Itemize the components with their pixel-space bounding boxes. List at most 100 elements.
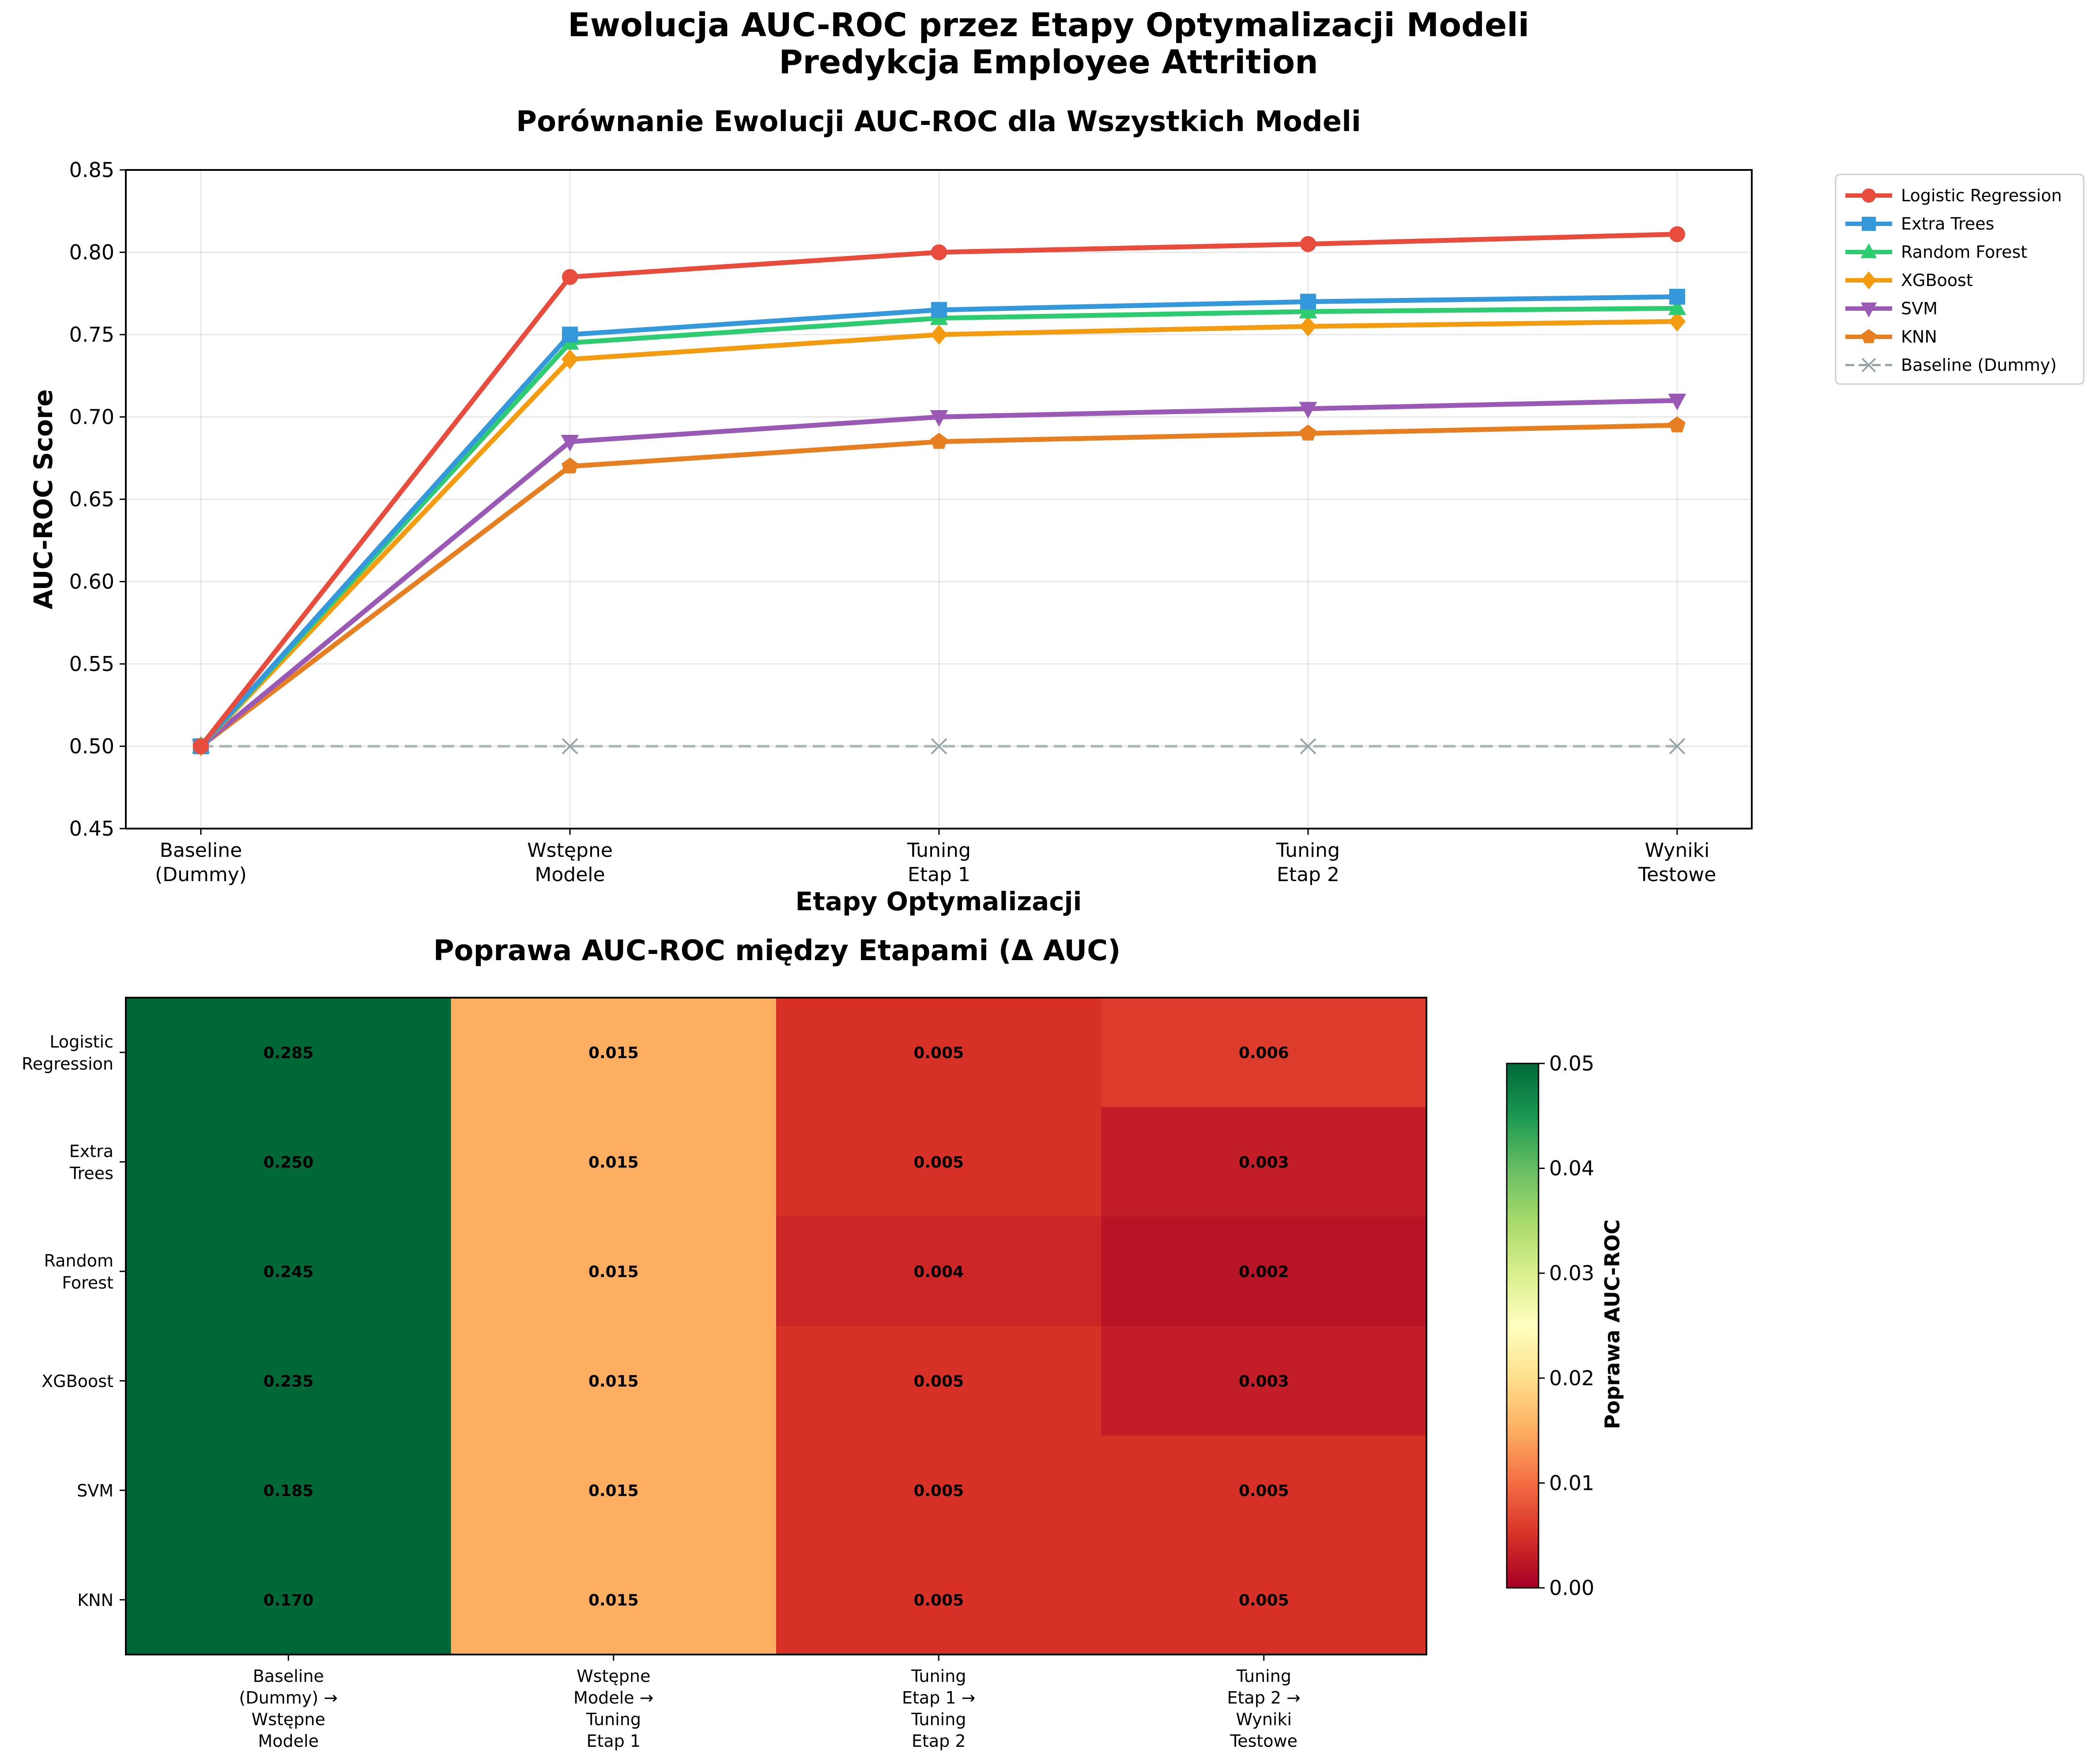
heatmap-cell: [776, 1217, 1102, 1327]
y-tick-label: 0.45: [69, 817, 114, 841]
heatmap-column-label: Etap 2 →: [1227, 1688, 1301, 1707]
data-point: [193, 738, 209, 754]
heatmap-cell: [1101, 1217, 1427, 1327]
heatmap-cell-value: 0.005: [1239, 1591, 1289, 1609]
heatmap-row-label: Logistic: [49, 1032, 113, 1052]
heatmap-row-label: Trees: [69, 1164, 113, 1183]
data-point: [562, 269, 578, 285]
heatmap-column-label: Tuning: [1236, 1666, 1291, 1686]
data-point: [1668, 298, 1686, 315]
heatmap-row-label: Forest: [62, 1273, 113, 1293]
heatmap-row-label: Regression: [22, 1054, 113, 1074]
data-point: [931, 302, 947, 318]
x-tick-label: Etap 2: [1277, 863, 1339, 886]
heatmap-cell-value: 0.185: [263, 1482, 313, 1500]
heatmap-cell: [1101, 998, 1427, 1108]
legend-marker: [1861, 358, 1876, 373]
heatmap-cell-value: 0.235: [263, 1372, 313, 1391]
heatmap-column-label: Modele: [258, 1731, 319, 1751]
heatmap-cell: [451, 1436, 777, 1545]
data-point: [1300, 424, 1316, 441]
heatmap-column-label: Wyniki: [1236, 1710, 1292, 1729]
line-chart-x-axis-label: Etapy Optymalizacji: [796, 886, 1082, 916]
heatmap-column-label: Baseline: [253, 1666, 324, 1686]
x-tick-label: Testowe: [1638, 863, 1716, 886]
line-chart-legend: Logistic Regression Extra Trees Random For…: [1835, 173, 2085, 385]
heatmap-column-label: Wstępne: [252, 1710, 325, 1729]
heatmap-cell-value: 0.002: [1239, 1263, 1289, 1281]
data-point: [561, 349, 579, 369]
heatmap-column-label: Wstępne: [577, 1666, 650, 1686]
legend-marker: [1862, 188, 1876, 203]
legend-label: Logistic Regression: [1901, 186, 2062, 205]
y-tick-label: 0.85: [69, 158, 114, 182]
line-chart-y-ticks: 0.45 0.50 0.55 0.60 0.65 0.70 0.75 0.80 0.85: [69, 158, 126, 841]
heatmap-cell-value: 0.005: [913, 1482, 964, 1500]
x-tick-label: Etap 1: [908, 863, 970, 886]
data-point: [1299, 316, 1317, 337]
heatmap-cell: [126, 998, 452, 1108]
legend-label: KNN: [1901, 327, 1937, 347]
legend-box: [1835, 173, 2085, 385]
line-chart-title: Porównanie Ewolucji AUC-ROC dla Wszystki…: [516, 106, 1361, 138]
legend-marker: [1860, 243, 1877, 258]
legend-label: SVM: [1901, 299, 1938, 318]
data-point: [1299, 402, 1317, 419]
data-point: [1669, 226, 1685, 242]
legend-entry: Extra Trees: [1845, 214, 1994, 234]
legend-marker: [1861, 329, 1876, 343]
legend-entry: SVM: [1845, 299, 1938, 318]
legend-entry: Logistic Regression: [1845, 186, 2062, 205]
heatmap-colorbar: 0.00 0.01 0.02 0.03 0.04 0.05: [1506, 1052, 1594, 1600]
figure-title-line2: Predykcja Employee Attrition: [779, 43, 1318, 81]
y-tick-label: 0.70: [69, 405, 114, 429]
heatmap-cell-value: 0.015: [588, 1482, 639, 1500]
x-tick-label: Wstępne: [527, 839, 613, 862]
heatmap-column-label: Etap 2: [912, 1731, 966, 1751]
heatmap-column-label: Modele →: [573, 1688, 653, 1707]
figure-title-line1: Ewolucja AUC-ROC przez Etapy Optymalizac…: [568, 6, 1529, 44]
heatmap-cell-value: 0.005: [913, 1591, 964, 1609]
heatmap-cell-value: 0.003: [1239, 1372, 1289, 1391]
heatmap-cell: [126, 1436, 452, 1545]
colorbar-label: Poprawa AUC-ROC: [1600, 1219, 1624, 1429]
legend-label: XGBoost: [1901, 271, 1973, 290]
heatmap-cell-value: 0.170: [263, 1591, 313, 1609]
x-tick-label: (Dummy): [155, 863, 247, 886]
colorbar-tick-label: 0.02: [1549, 1366, 1594, 1390]
heatmap-cell-value: 0.003: [1239, 1153, 1289, 1172]
data-point: [1669, 416, 1686, 433]
y-tick-label: 0.55: [69, 652, 114, 676]
data-point: [562, 738, 578, 754]
heatmap-cell: [126, 1217, 452, 1327]
y-tick-label: 0.50: [69, 735, 114, 758]
heatmap-cell-value: 0.005: [1239, 1482, 1289, 1500]
series-logistic-regression: [193, 226, 1685, 754]
heatmap-cell-value: 0.015: [588, 1263, 639, 1281]
x-tick-label: Tuning: [907, 839, 971, 862]
data-point: [1300, 236, 1316, 252]
heatmap-cell-value: 0.245: [263, 1263, 313, 1281]
data-point: [1300, 738, 1316, 754]
data-point: [931, 433, 947, 449]
y-tick-label: 0.60: [69, 570, 114, 594]
y-tick-label: 0.75: [69, 323, 114, 347]
legend-entry: Random Forest: [1845, 242, 2027, 262]
heatmap-column-labels: Baseline (Dummy) → Wstępne Modele Wstępne Mod…: [239, 1655, 1301, 1751]
line-chart-series: [192, 226, 1686, 757]
heatmap-cell: [776, 1326, 1102, 1436]
data-point: [562, 457, 578, 474]
heatmap-row-label: Random: [44, 1251, 113, 1270]
data-point: [562, 327, 578, 343]
legend-label: Extra Trees: [1901, 214, 1994, 234]
legend-label: Random Forest: [1901, 242, 2027, 262]
heatmap-cell: [776, 998, 1102, 1108]
data-point: [561, 435, 579, 452]
legend-label: Baseline (Dummy): [1901, 355, 2057, 375]
heatmap-row-label: KNN: [77, 1591, 113, 1610]
y-tick-label: 0.80: [69, 241, 114, 264]
heatmap-column-label: Etap 1: [586, 1731, 641, 1751]
